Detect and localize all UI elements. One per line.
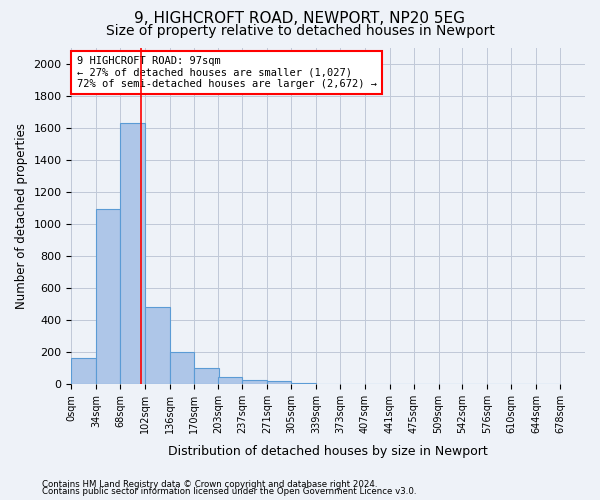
Bar [194, 368, 218, 384]
Bar [96, 210, 121, 384]
Text: Contains HM Land Registry data © Crown copyright and database right 2024.: Contains HM Land Registry data © Crown c… [42, 480, 377, 489]
X-axis label: Distribution of detached houses by size in Newport: Distribution of detached houses by size … [169, 444, 488, 458]
Text: 9, HIGHCROFT ROAD, NEWPORT, NP20 5EG: 9, HIGHCROFT ROAD, NEWPORT, NP20 5EG [134, 11, 466, 26]
Bar [242, 380, 267, 384]
Bar [71, 358, 96, 384]
Bar [170, 352, 194, 384]
Bar [145, 308, 170, 384]
Y-axis label: Number of detached properties: Number of detached properties [15, 123, 28, 309]
Bar [292, 382, 316, 384]
Text: Size of property relative to detached houses in Newport: Size of property relative to detached ho… [106, 24, 494, 38]
Bar [218, 377, 242, 384]
Bar [267, 381, 292, 384]
Text: Contains public sector information licensed under the Open Government Licence v3: Contains public sector information licen… [42, 487, 416, 496]
Bar [121, 123, 145, 384]
Text: 9 HIGHCROFT ROAD: 97sqm
← 27% of detached houses are smaller (1,027)
72% of semi: 9 HIGHCROFT ROAD: 97sqm ← 27% of detache… [77, 56, 377, 89]
